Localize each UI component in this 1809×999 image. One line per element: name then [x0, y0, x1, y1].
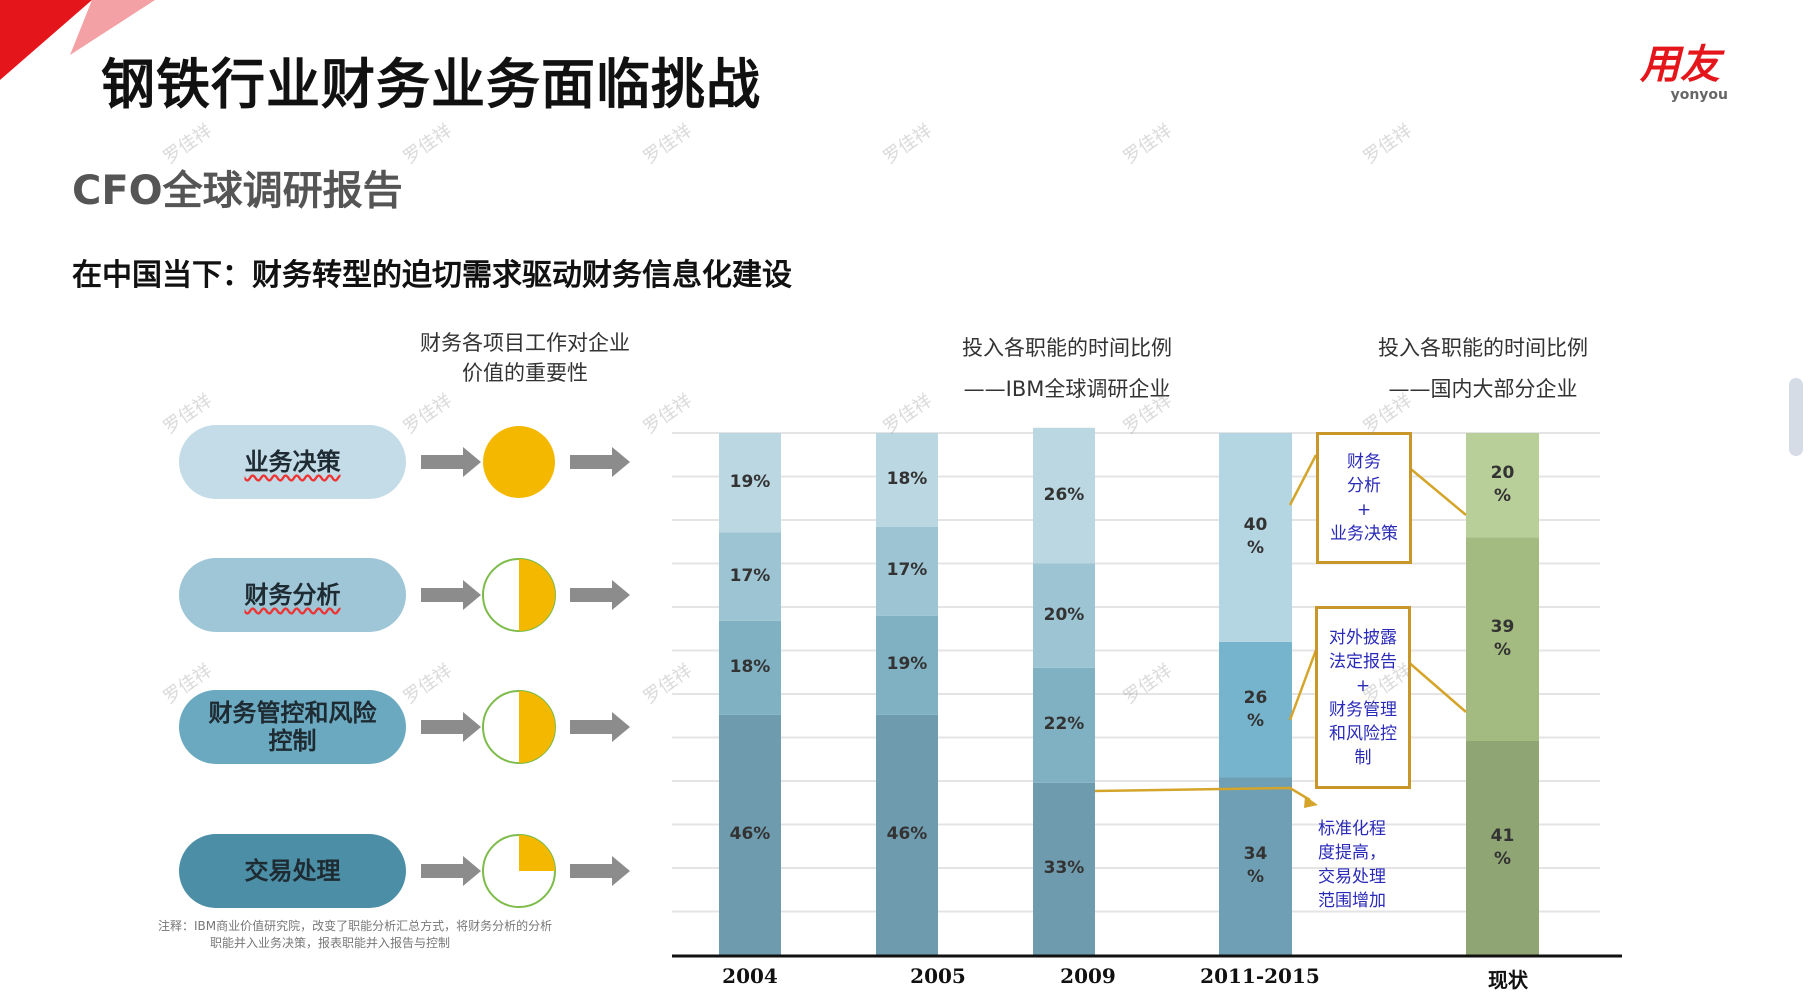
connector-line	[1405, 659, 1467, 713]
header-line: ——国内大部分企业	[1388, 377, 1578, 401]
x-tick-label: 2011-2015	[1200, 964, 1320, 988]
logo-en: yonyou	[1670, 87, 1728, 103]
x-tick-label: 2005	[910, 964, 966, 988]
bar-segment	[1033, 667, 1095, 783]
bar-segment	[719, 714, 781, 955]
bar-value-label: 26%	[1043, 484, 1085, 505]
annotation-transaction: 标准化程度提高， 交易处理范围增加	[1318, 815, 1418, 915]
annotation-line: 度提高，	[1318, 843, 1386, 863]
yonyou-logo: 用友 yonyou	[1632, 42, 1728, 102]
annotation-line: 和风险控	[1329, 723, 1397, 744]
bar-segment	[1219, 777, 1292, 955]
header-line: 投入各职能的时间比例	[962, 336, 1172, 360]
bar-segment	[1033, 782, 1095, 955]
x-tick-label: 2009	[1060, 964, 1116, 988]
connector-line	[1288, 454, 1318, 506]
connector-arrow-line	[1094, 786, 1311, 802]
function-pill: 交易处理	[179, 834, 406, 908]
bar-value-label: 18%	[886, 468, 928, 489]
annotation-line: 范围增加	[1318, 891, 1386, 911]
header-line: 投入各职能的时间比例	[1378, 336, 1588, 360]
annotation-line: +	[1355, 675, 1371, 696]
bar-value-label: 26 %	[1243, 687, 1268, 731]
importance-indicator	[421, 834, 630, 908]
bar-value-label: 20 %	[1490, 463, 1515, 507]
bar-segment	[719, 532, 781, 621]
importance-indicator	[421, 426, 630, 498]
slide-subtitle: CFO全球调研报告	[72, 168, 403, 214]
annotation-line: 分析	[1347, 476, 1381, 496]
header-line: ——IBM全球调研企业	[963, 377, 1171, 401]
bar-segment	[1219, 641, 1292, 778]
bar-value-label: 46%	[729, 823, 771, 844]
bar-segment	[876, 714, 938, 955]
x-tick-label: 2004	[722, 964, 778, 988]
annotation-line: 标准化程	[1318, 819, 1386, 839]
function-label: 财务管控和风险控制	[208, 699, 377, 755]
function-label: 交易处理	[244, 857, 341, 885]
scrollbar-thumb[interactable]	[1789, 378, 1803, 456]
footnote-line: 职能并入业务决策，报表职能并入报告与控制	[210, 936, 451, 950]
bar-value-label: 22%	[1043, 714, 1085, 735]
bar-segment	[719, 620, 781, 715]
annotation-line: 交易处理	[1318, 867, 1386, 887]
annotation-line: 业务决策	[1330, 524, 1398, 544]
header-line: 财务各项目工作对企业	[420, 331, 630, 355]
annotation-line: 对外披露	[1329, 627, 1397, 648]
bar-segment	[1219, 433, 1292, 642]
bar-segment	[1033, 563, 1095, 668]
bar-value-label: 33%	[1043, 857, 1085, 878]
header-line: 价值的重要性	[462, 361, 588, 385]
slide-heading: 在中国当下：财务转型的迫切需求驱动财务信息化建设	[72, 258, 792, 293]
annotation-line: +	[1356, 500, 1372, 520]
bar-value-label: 18%	[729, 656, 771, 677]
annotation-line: 财务管理	[1329, 699, 1397, 720]
bar-value-label: 19%	[729, 471, 771, 492]
x-tick-label: 现状	[1488, 968, 1528, 992]
footnote: 注释：IBM商业价值研究院，改变了职能分析汇总方式，将财务分析的分析 职能并入业…	[158, 918, 552, 952]
bar-segment	[719, 433, 781, 533]
function-pill: 财务分析	[179, 558, 406, 632]
arrowhead	[1304, 796, 1318, 808]
bar-value-label: 46%	[886, 823, 928, 844]
function-pill: 财务管控和风险控制	[179, 690, 406, 764]
bar-segment	[1466, 433, 1539, 538]
corner-decoration	[0, 0, 155, 80]
bar-value-label: 41 %	[1490, 825, 1515, 869]
annotation-line: 法定报告	[1329, 651, 1397, 672]
connector-line	[1288, 649, 1318, 721]
logo-cn: 用友	[1640, 42, 1720, 88]
bar-value-label: 34 %	[1243, 844, 1268, 888]
annotation-box-control: 对外披露法定报告 + 财务管理和风险控制	[1315, 606, 1411, 789]
importance-indicator	[421, 690, 630, 764]
bar-segment	[1466, 537, 1539, 741]
bar-segment	[876, 615, 938, 715]
importance-indicator	[421, 558, 630, 632]
bar-value-label: 40 %	[1243, 515, 1268, 559]
connector-line	[1405, 464, 1467, 516]
domestic-header: 投入各职能的时间比例 ——国内大部分企业	[1333, 328, 1633, 410]
annotation-line: 制	[1354, 747, 1372, 768]
bar-value-label: 19%	[886, 654, 928, 675]
footnote-line: 注释：IBM商业价值研究院，改变了职能分析汇总方式，将财务分析的分析	[158, 919, 553, 933]
function-pill: 业务决策	[179, 425, 406, 499]
bar-value-label: 20%	[1043, 604, 1085, 625]
bar-segment	[876, 526, 938, 616]
function-label: 业务决策	[244, 448, 341, 476]
slide-title: 钢铁行业财务业务面临挑战	[101, 53, 761, 116]
function-label: 财务分析	[244, 581, 341, 609]
ibm-header: 投入各职能的时间比例 ——IBM全球调研企业	[917, 328, 1217, 410]
bar-value-label: 17%	[886, 560, 928, 581]
annotation-box-analysis: 财务分析 + 业务决策	[1316, 432, 1412, 564]
bar-segment	[1466, 740, 1539, 955]
bar-value-label: 39 %	[1490, 617, 1515, 661]
annotation-line: 财务	[1347, 452, 1381, 472]
importance-header: 财务各项目工作对企业 价值的重要性	[375, 328, 675, 388]
bar-value-label: 17%	[729, 565, 771, 586]
bar-segment	[1033, 427, 1095, 564]
bar-segment	[876, 433, 938, 527]
